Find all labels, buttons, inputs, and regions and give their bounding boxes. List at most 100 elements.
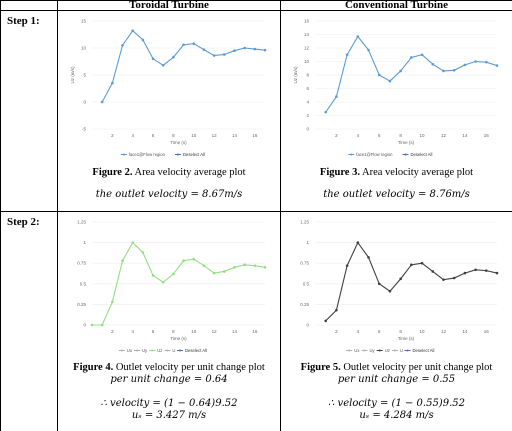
fig4-xtick-0: 2 xyxy=(111,329,114,334)
fig4-legend-dot-4 xyxy=(179,349,181,352)
fig3-result: the outlet velocity = 8.76m/s xyxy=(323,189,470,200)
fig3-caption: Figure 3. Area velocity average plot xyxy=(319,167,474,178)
fig3-point-0 xyxy=(324,110,328,114)
fig5-point-14 xyxy=(474,268,477,272)
fig3-xtick-7: 16 xyxy=(484,133,490,138)
fig5-velocity-eq: ∴ velocity = (1 − 0.55)9.52 xyxy=(328,398,465,409)
fig3-xlabel: Time (s) xyxy=(398,140,415,145)
fig2-point-13 xyxy=(233,49,236,52)
fig5-point-15 xyxy=(484,269,488,272)
fig3-ytick-3: 6 xyxy=(306,86,309,91)
fig5-legend-label-1: Uy xyxy=(370,348,376,353)
fig3-point-16 xyxy=(495,64,499,67)
fig2-point-12 xyxy=(222,53,226,56)
fig4-point-9 xyxy=(182,259,185,263)
fig5-cell: 0 0.25 0.5 0.75 1 1.25 2 4 6 8 10 12 14 16 Time (s) Ux U… xyxy=(280,211,512,431)
fig3-ytick-2: 4 xyxy=(306,100,309,105)
fig2-point-1 xyxy=(111,81,114,85)
fig5-ytick-3: 0.75 xyxy=(300,261,309,266)
fig3-xtick-5: 12 xyxy=(441,133,447,138)
fig3-point-1 xyxy=(335,95,338,98)
fig3-point-13 xyxy=(463,63,467,67)
fig3-ytick-1: 2 xyxy=(306,113,309,118)
fig5-xtick-1: 4 xyxy=(357,329,360,334)
fig5-legend-dot-4 xyxy=(406,349,409,352)
fig2-ylabel: Uz (m/s) xyxy=(70,66,75,83)
fig4-per-unit: per unit change = 0.64 xyxy=(110,374,228,385)
fig3-point-7 xyxy=(399,69,402,73)
fig5-point-4 xyxy=(367,256,370,259)
fig2-ytick-3: 10 xyxy=(81,46,87,51)
fig2-xtick-3: 8 xyxy=(172,133,175,138)
fig5-ytick-4: 1 xyxy=(306,240,309,245)
fig4-point-6 xyxy=(151,274,155,277)
fig3-point-10 xyxy=(431,62,435,66)
fig2-ytick-2: 5 xyxy=(83,73,86,78)
fig4-legend-label-0: Ux xyxy=(127,348,133,353)
fig4-legend-dot-2 xyxy=(151,349,154,352)
fig5-point-0 xyxy=(324,319,328,323)
fig3-cell: 0 2 4 6 8 10 12 14 16 2 4 6 8 10 12 14 16 Time (s) Uz (m/s… xyxy=(280,10,512,212)
header-toroidal: Toroidal Turbine xyxy=(57,0,281,11)
fig4-point-14 xyxy=(233,266,236,269)
fig2-point-15 xyxy=(253,47,257,51)
fig5-ytick-0: 0 xyxy=(306,323,309,328)
fig3-legend-label-0: face1@Flow region xyxy=(356,152,393,157)
fig3-xtick-6: 14 xyxy=(462,133,468,138)
fig2-caption: Figure 2. Area velocity average plot xyxy=(92,167,246,178)
fig4-ytick-4: 1 xyxy=(83,240,86,245)
fig3-ytick-7: 14 xyxy=(304,32,310,37)
fig2-legend-dot-1 xyxy=(177,153,179,156)
fig3-point-2 xyxy=(345,53,349,57)
fig4-velocity-eq: ∴ velocity = (1 − 0.64)9.52 xyxy=(100,398,238,409)
fig5-point-7 xyxy=(399,277,402,281)
fig5-legend-dot-2 xyxy=(378,349,381,352)
fig5-legend-dot-3 xyxy=(393,349,396,352)
fig3-chart: 0 2 4 6 8 10 12 14 16 2 4 6 8 10 12 14 16 Time (s) Uz (m/s… xyxy=(293,19,499,157)
fig2-xlabel: Time (s) xyxy=(170,140,187,145)
fig3-xtick-1: 4 xyxy=(357,133,360,138)
fig2-point-4 xyxy=(141,38,145,42)
fig4-caption: Figure 4. Outlet velocity per unit chang… xyxy=(73,362,265,373)
fig5-legend-label-2: Uz xyxy=(385,348,390,353)
fig4-legend-dot-1 xyxy=(136,349,138,352)
fig5-point-13 xyxy=(463,271,467,275)
fig3-legend-dot-1 xyxy=(404,153,407,156)
fig2-point-6 xyxy=(161,63,165,67)
fig4-xtick-5: 12 xyxy=(212,329,218,334)
fig5-ytick-5: 1.25 xyxy=(300,220,309,225)
fig4-xtick-6: 14 xyxy=(232,329,238,334)
fig5-point-8 xyxy=(410,263,413,267)
fig2-chart: -5 0 5 10 15 2 4 6 8 10 12 14 16 Time (s) Uz (m/s) face… xyxy=(70,19,267,157)
header-empty xyxy=(0,0,58,11)
fig5-xtick-7: 16 xyxy=(484,329,490,334)
fig2-xtick-0: 2 xyxy=(111,133,114,138)
fig5-legend-dot-0 xyxy=(348,349,351,352)
fig2-xtick-2: 6 xyxy=(152,133,155,138)
fig4-point-8 xyxy=(172,272,175,276)
fig3-xtick-4: 10 xyxy=(420,133,426,138)
fig5-point-16 xyxy=(495,271,499,275)
fig4-ytick-3: 0.75 xyxy=(77,261,86,266)
fig4-point-13 xyxy=(222,270,226,273)
fig5-xtick-4: 10 xyxy=(420,329,426,334)
fig5-caption: Figure 5. Outlet velocity per unit chang… xyxy=(300,362,493,373)
fig4-xtick-1: 4 xyxy=(131,329,134,334)
fig5-xtick-6: 14 xyxy=(462,329,468,334)
fig2-cell: -5 0 5 10 15 2 4 6 8 10 12 14 16 Time (s) Uz (m/s) face… xyxy=(57,10,281,212)
fig3-legend-label-1: Deselect All xyxy=(411,152,433,157)
fig5-us: uₛ = 4.284 m/s xyxy=(359,410,434,421)
fig3-point-6 xyxy=(388,79,392,83)
fig2-point-9 xyxy=(192,42,196,45)
fig4-point-16 xyxy=(253,264,257,267)
step1-label: Step 1: xyxy=(0,10,58,212)
fig4-point-1 xyxy=(100,323,104,327)
fig3-point-11 xyxy=(442,69,445,73)
fig2-xtick-6: 14 xyxy=(232,133,238,138)
fig2-legend-dot-0 xyxy=(122,153,125,156)
fig5-chart: 0 0.25 0.5 0.75 1 1.25 2 4 6 8 10 12 14 16 Time (s) Ux U… xyxy=(300,220,499,353)
fig2-series-line xyxy=(101,29,266,103)
fig2-point-16 xyxy=(263,48,267,52)
fig5-point-1 xyxy=(335,308,338,312)
